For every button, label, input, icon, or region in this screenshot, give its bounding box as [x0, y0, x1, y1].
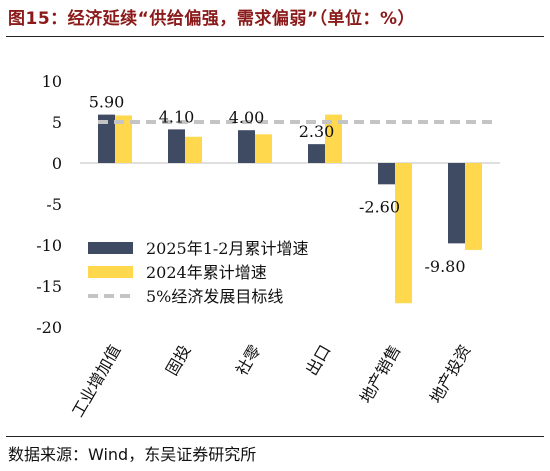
category-labels: 工业增加值 固投 社零 出口 地产销售 地产投资: [68, 342, 474, 421]
y-tick-label: -20: [36, 318, 62, 337]
bar-2025: [448, 163, 465, 244]
data-label: 2.30: [299, 122, 335, 141]
bar-chart: 10 5 0 -5 -10 -15 -20 5.90 4.10 4.00 2.30 -2.60 -9.…: [36, 72, 500, 421]
top-rule: [6, 36, 544, 37]
bar-2024: [325, 114, 342, 163]
y-tick-label: 0: [52, 154, 62, 173]
category-label: 社零: [232, 342, 264, 379]
category-label: 地产投资: [426, 342, 474, 407]
bottom-rule: [6, 436, 544, 437]
figure-title: 图15：经济延续“供给偏强，需求偏弱”（单位：%）: [8, 9, 416, 29]
y-tick-label: -5: [46, 195, 62, 214]
legend-swatch: [88, 266, 133, 278]
y-tick-labels: 10 5 0 -5 -10 -15 -20: [36, 72, 62, 337]
bar-2025: [168, 129, 185, 163]
y-tick-label: 5: [52, 113, 62, 132]
bar-2025: [238, 130, 255, 163]
bar-2024: [185, 136, 202, 163]
legend-label: 2025年1-2月累计增速: [146, 239, 309, 258]
bar-2024: [395, 163, 412, 304]
legend-swatch: [88, 242, 133, 254]
bar-2025: [98, 114, 115, 163]
data-label: 4.00: [229, 108, 265, 127]
category-label: 地产销售: [356, 342, 404, 407]
category-label: 工业增加值: [68, 342, 124, 421]
y-tick-label: -10: [36, 236, 62, 255]
data-labels: 5.90 4.10 4.00 2.30 -2.60 -9.80: [89, 93, 466, 276]
bar-2024: [465, 163, 482, 250]
y-tick-label: 10: [42, 72, 62, 91]
data-label: 5.90: [89, 93, 125, 112]
y-tick-label: -15: [36, 277, 62, 296]
legend-label: 2024年累计增速: [146, 263, 267, 282]
legend-label: 5%经济发展目标线: [146, 287, 283, 306]
source-note: 数据来源：Wind，东吴证券研究所: [8, 445, 257, 464]
legend: 2025年1-2月累计增速 2024年累计增速 5%经济发展目标线: [88, 239, 309, 306]
data-label: -9.80: [424, 257, 465, 276]
bar-2025: [378, 163, 395, 185]
bars: [98, 114, 482, 304]
data-label: -2.60: [359, 197, 400, 216]
category-label: 出口: [302, 342, 334, 379]
data-label: 4.10: [159, 107, 195, 126]
bar-2024: [255, 134, 272, 163]
bar-2025: [308, 144, 325, 163]
bar-2024: [115, 115, 132, 163]
category-label: 固投: [162, 342, 194, 379]
